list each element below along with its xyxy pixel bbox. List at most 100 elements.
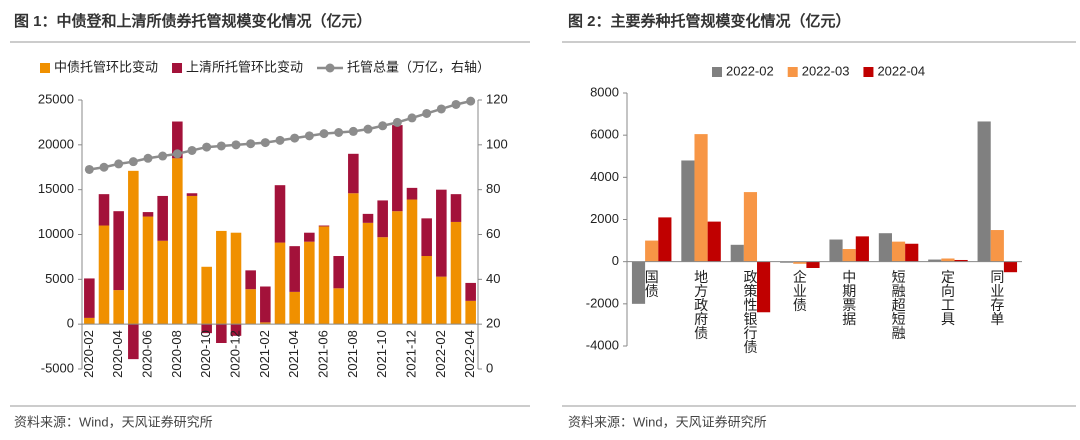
y2-tick-label: 60 bbox=[486, 226, 500, 241]
y2-tick-label: 100 bbox=[486, 136, 508, 151]
bar bbox=[201, 266, 212, 325]
bar bbox=[260, 322, 271, 325]
x-tick-label: 2020-08 bbox=[169, 330, 184, 378]
bar bbox=[348, 153, 359, 194]
x-tick-label: 2021-12 bbox=[403, 330, 418, 378]
bar bbox=[1003, 261, 1018, 273]
bar bbox=[172, 158, 183, 325]
y-tick-label: 5000 bbox=[45, 271, 74, 286]
bar bbox=[905, 243, 919, 262]
bar bbox=[157, 240, 168, 325]
y-tick-label: 15000 bbox=[38, 181, 74, 196]
bar bbox=[450, 194, 462, 222]
x-tick-label: 地方政府债 bbox=[693, 270, 709, 340]
legend-label: 2022-03 bbox=[802, 63, 850, 78]
line-marker bbox=[143, 153, 153, 163]
bar bbox=[377, 237, 388, 325]
bar bbox=[333, 288, 344, 325]
bar bbox=[392, 211, 403, 325]
y2-tick-label: 20 bbox=[486, 316, 500, 331]
line-marker bbox=[451, 99, 461, 109]
x-tick-label: 2020-06 bbox=[139, 330, 154, 378]
y2-tick-label: 40 bbox=[486, 271, 500, 286]
bar bbox=[780, 261, 794, 263]
x-tick-label: 2022-04 bbox=[462, 330, 477, 378]
bar bbox=[245, 270, 256, 290]
line-marker bbox=[275, 135, 285, 145]
legend-swatch bbox=[787, 67, 798, 77]
x-tick-label: 同业存单 bbox=[989, 270, 1005, 326]
line-marker bbox=[246, 139, 256, 149]
bar bbox=[694, 134, 708, 262]
bar bbox=[157, 195, 168, 241]
x-tick-label: 2020-12 bbox=[227, 330, 242, 378]
line-marker bbox=[158, 151, 168, 161]
bar bbox=[289, 291, 300, 325]
x-tick-label: 2021-10 bbox=[374, 330, 389, 378]
legend-label: 2022-02 bbox=[726, 63, 774, 78]
line-marker bbox=[260, 138, 270, 148]
y-tick-label: -5000 bbox=[41, 360, 74, 375]
legend-swatch bbox=[863, 67, 874, 77]
x-tick-label: 2021-02 bbox=[257, 330, 272, 378]
line-marker bbox=[99, 162, 109, 172]
bar bbox=[954, 259, 968, 262]
line-marker bbox=[84, 164, 94, 174]
bar bbox=[707, 221, 721, 262]
bar bbox=[362, 222, 374, 325]
bar bbox=[421, 218, 432, 257]
source: 资料来源：Wind，天风证券研究所 bbox=[568, 414, 767, 429]
bar bbox=[128, 324, 139, 360]
line-marker bbox=[304, 131, 314, 141]
bar bbox=[743, 192, 758, 262]
bar bbox=[260, 286, 271, 323]
line-marker bbox=[202, 142, 212, 152]
bar bbox=[348, 193, 359, 325]
x-tick-label: 2020-04 bbox=[110, 330, 125, 378]
y-tick-label: 0 bbox=[612, 253, 619, 268]
x-tick-label: 政策性银行债 bbox=[742, 270, 758, 354]
x-tick-label: 定向工具 bbox=[940, 270, 956, 326]
bar bbox=[928, 259, 942, 262]
y-tick-label: 20000 bbox=[38, 136, 74, 151]
bar bbox=[84, 278, 95, 318]
line-marker bbox=[436, 104, 446, 114]
bar bbox=[84, 317, 95, 325]
line-marker bbox=[378, 121, 388, 131]
bar bbox=[842, 249, 856, 262]
line-marker bbox=[187, 145, 197, 155]
y-tick-label: 8000 bbox=[590, 84, 619, 99]
bar bbox=[201, 324, 212, 334]
bar bbox=[186, 195, 198, 325]
line-marker bbox=[422, 108, 432, 118]
line-marker bbox=[363, 124, 373, 134]
bar bbox=[730, 244, 744, 262]
x-tick-label: 中期票据 bbox=[841, 270, 857, 326]
bar bbox=[406, 187, 418, 200]
bar bbox=[333, 256, 344, 289]
line-marker bbox=[172, 149, 182, 159]
legend-label: 2022-04 bbox=[877, 63, 925, 78]
bar bbox=[274, 242, 286, 325]
y-tick-label: -4000 bbox=[586, 337, 619, 352]
x-tick-label: 2021-06 bbox=[315, 330, 330, 378]
x-tick-label: 2021-04 bbox=[286, 330, 301, 378]
x-tick-label: 国债 bbox=[644, 270, 660, 298]
y2-tick-label: 80 bbox=[486, 181, 500, 196]
line-marker bbox=[231, 140, 241, 150]
bar bbox=[216, 324, 227, 343]
line-marker bbox=[290, 133, 300, 143]
line-marker bbox=[128, 157, 138, 167]
bar bbox=[289, 246, 300, 292]
legend-label: 上清所托管环比变动 bbox=[186, 59, 303, 74]
bar bbox=[757, 261, 771, 313]
bar bbox=[128, 170, 139, 325]
bar bbox=[645, 240, 659, 262]
bar bbox=[421, 256, 432, 325]
bar bbox=[806, 261, 820, 268]
bar bbox=[113, 290, 124, 325]
chart-title: 图 1：中债登和上清所债券托管规模变化情况（亿元） bbox=[14, 12, 372, 30]
bar bbox=[245, 289, 256, 325]
bar bbox=[990, 230, 1004, 262]
x-tick-label: 2020-10 bbox=[198, 330, 213, 378]
